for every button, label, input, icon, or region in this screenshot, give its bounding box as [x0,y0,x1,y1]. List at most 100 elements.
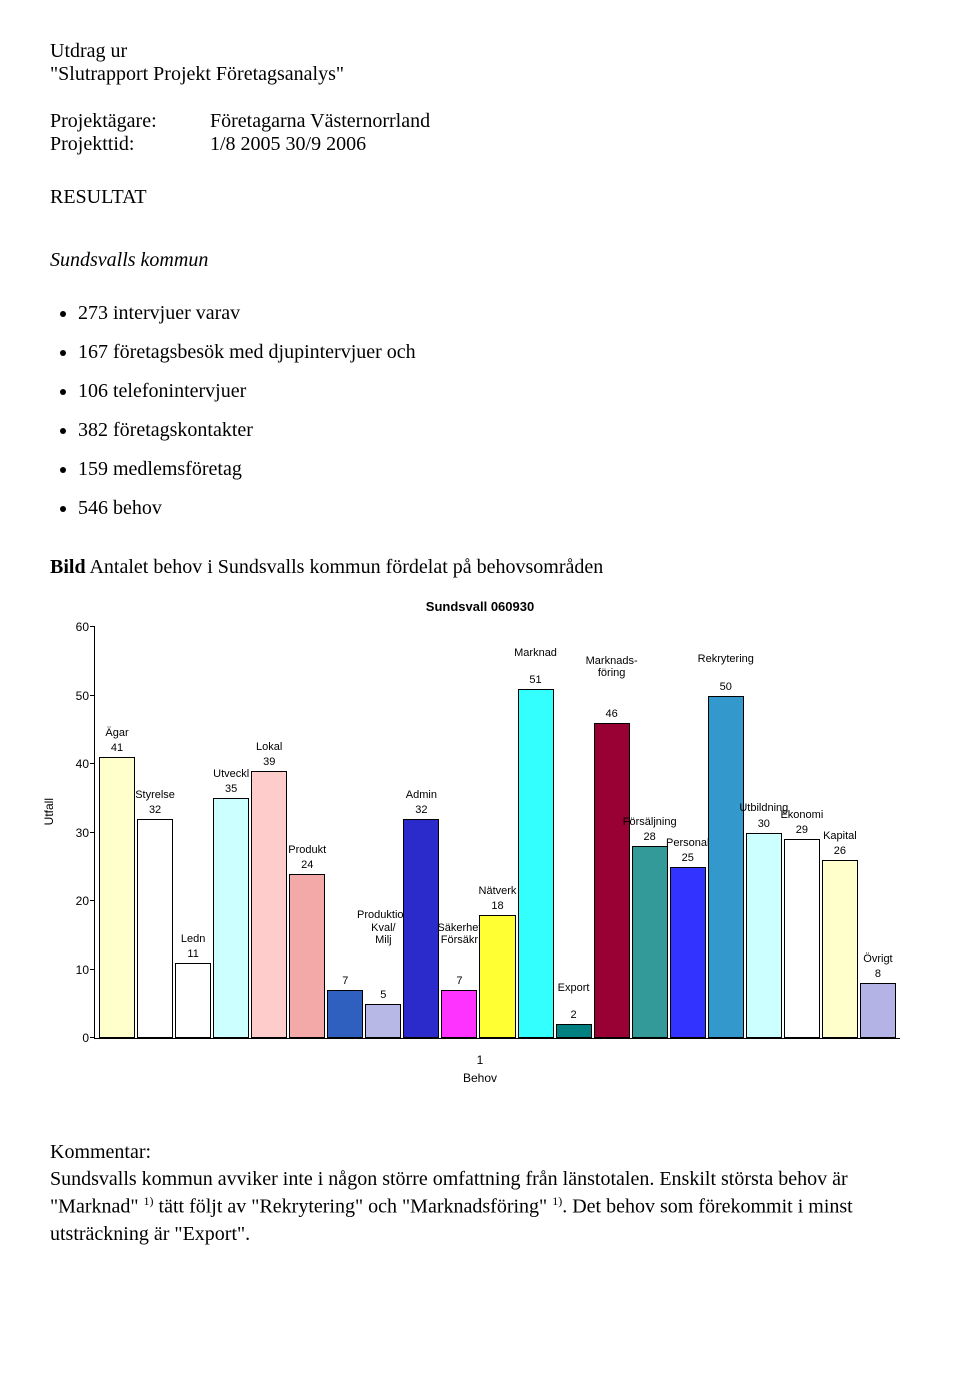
bar-label: Ägar [105,727,128,739]
header-line2: "Slutrapport Projekt Företagsanalys" [50,63,910,86]
list-item: 167 företagsbesök med djupintervjuer och [78,341,910,364]
bar: 5 [365,1004,401,1038]
bar-slot: SäkerhetFörsäkr7 [441,627,477,1038]
bild-line: Bild Antalet behov i Sundsvalls kommun f… [50,556,910,579]
y-axis-label: Utfall [42,798,56,825]
bar-label: Personal [666,837,709,849]
bar-value: 35 [225,783,237,795]
bar: 11 [175,963,211,1038]
bar-value: 32 [415,804,427,816]
bar-label: Produkt [288,844,326,856]
bar-label: Admin [406,789,437,801]
y-tick-mark [90,900,95,901]
bar-slot: Marknad51 [518,627,554,1038]
y-tick: 50 [61,689,89,703]
bar-value: 41 [111,742,123,754]
bar-chart: Sundsvall 060930 Utfall Ägar41Styrelse32… [50,599,910,1079]
bar-value: 46 [606,708,618,720]
bar-value: 11 [187,948,198,960]
chart-title: Sundsvall 060930 [50,599,910,614]
x-axis-label: Behov [50,1071,910,1085]
bar-slot: ProduktionKval/Milj5 [365,627,401,1038]
bar: 30 [746,833,782,1039]
bar-slot: Styrelse 32 [137,627,173,1038]
bar-value: 24 [301,859,313,871]
bar-value: 18 [491,900,503,912]
y-tick: 10 [61,963,89,977]
bar: 32 [137,819,173,1038]
bar: 50 [708,696,744,1039]
bar-slot: Ägar 41 [99,627,135,1038]
y-tick: 60 [61,620,89,634]
bar-label: Export [558,982,590,994]
bar-slot: Lokal 39 [251,627,287,1038]
y-tick-mark [90,832,95,833]
bar-value: 28 [644,831,656,843]
bar-slot: Rekrytering50 [708,627,744,1038]
bar: 7 [441,990,477,1038]
resultat-heading: RESULTAT [50,186,910,209]
bar-label: Försäljning [623,816,677,828]
bar-label: ProduktionKval/Milj [357,909,410,945]
bar: 24 [289,874,325,1038]
bild-rest: Antalet behov i Sundsvalls kommun fördel… [86,556,604,578]
bar-slot: Kapital26 [822,627,858,1038]
bar-value: 51 [529,674,541,686]
bar-slot: Ledn11 [175,627,211,1038]
period-value: 1/8 2005 30/9 2006 [210,133,366,156]
bar-value: 5 [380,989,386,1001]
list-item: 546 behov [78,497,910,520]
bar: 51 [518,689,554,1038]
bar-slot: Utveckl 35 [213,627,249,1038]
bar-slot: Nätverk 18 [479,627,515,1038]
kommentar-body: Sundsvalls kommun avviker inte i någon s… [50,1166,910,1248]
bar-value: 8 [875,968,881,980]
subsection-heading: Sundsvalls kommun [50,249,910,272]
y-tick-mark [90,1037,95,1038]
y-tick-mark [90,695,95,696]
bar-slot: Export 2 [556,627,592,1038]
y-tick-mark [90,626,95,627]
plot-area: Ägar41Styrelse32Ledn11Utveckl35Lokal39Pr… [94,627,900,1039]
bar-slot: Övrigt 8 [860,627,896,1038]
bar-label: Ekonomi [780,809,823,821]
bar-label: Nätverk [479,885,517,897]
bar: 25 [670,867,706,1038]
bar-value: 25 [682,852,694,864]
bar: 2 [556,1024,592,1038]
bar: 46 [594,723,630,1038]
bild-prefix: Bild [50,556,86,578]
bar-value: 32 [149,804,161,816]
kommentar-heading: Kommentar: [50,1139,910,1166]
bar-value: 29 [796,824,808,836]
bar-slot: Ekonomi29 [784,627,820,1038]
list-item: 382 företagskontakter [78,419,910,442]
bar-slot: Produkt 24 [289,627,325,1038]
bar-slot: Försäljning28 [632,627,668,1038]
bar: 8 [860,983,896,1038]
owner-value: Företagarna Västernorrland [210,110,430,133]
bars-row: Ägar41Styrelse32Ledn11Utveckl35Lokal39Pr… [95,627,900,1038]
bar-label: Övrigt [863,953,892,965]
bar-label: Utveckl [213,768,249,780]
bullet-list: 273 intervjuer varav167 företagsbesök me… [50,302,910,520]
meta-table: Projektägare: Företagarna Västernorrland… [50,110,910,156]
bar: 7 [327,990,363,1038]
bar-slot: Personal25 [670,627,706,1038]
y-tick: 0 [61,1031,89,1045]
bar-label: SäkerhetFörsäkr [437,922,481,946]
bar-value: 30 [758,818,770,830]
bar: 35 [213,798,249,1038]
period-label: Projekttid: [50,133,210,156]
bar: 18 [479,915,515,1038]
y-tick: 20 [61,894,89,908]
header-line1: Utdrag ur [50,40,910,63]
bar-label: Styrelse [135,789,175,801]
bar-slot: Admin 32 [403,627,439,1038]
bar: 26 [822,860,858,1038]
bar-value: 39 [263,756,275,768]
bar-label: Lokal [256,741,282,753]
y-tick-mark [90,763,95,764]
bar: 39 [251,771,287,1038]
bar-slot: 7 [327,627,363,1038]
